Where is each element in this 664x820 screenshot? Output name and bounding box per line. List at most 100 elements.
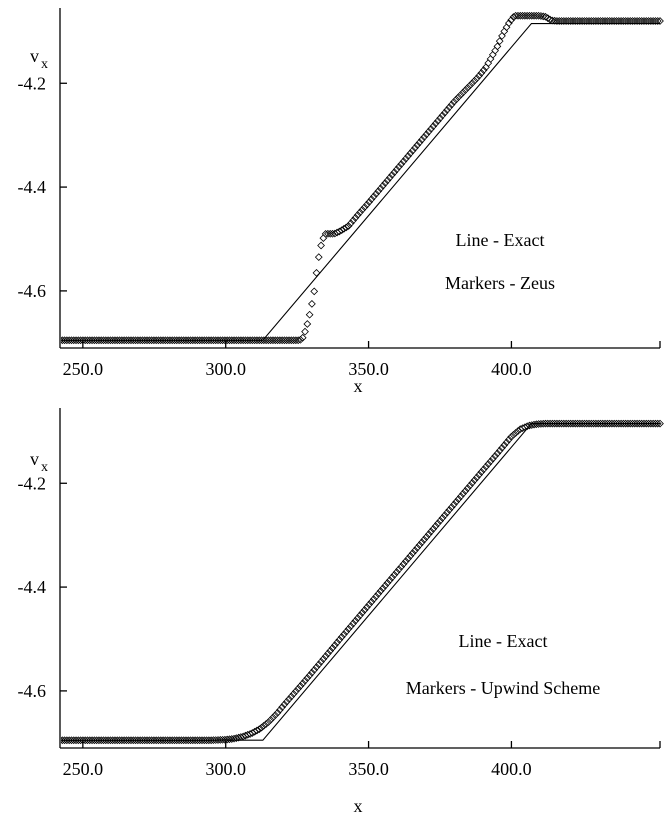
data-marker <box>417 135 426 144</box>
data-marker <box>456 492 465 501</box>
data-marker <box>310 666 319 674</box>
data-marker <box>401 557 410 566</box>
data-marker <box>280 336 289 345</box>
data-marker <box>445 103 454 112</box>
data-marker <box>436 114 445 122</box>
data-marker <box>278 703 287 712</box>
data-marker <box>429 122 438 131</box>
data-marker <box>475 71 483 80</box>
data-marker <box>495 37 504 46</box>
y-tick-label: -4.2 <box>18 73 47 93</box>
data-marker <box>227 735 236 743</box>
data-marker <box>303 320 312 328</box>
data-marker <box>230 734 238 743</box>
data-marker <box>392 165 401 174</box>
data-marker <box>401 154 410 163</box>
data-marker <box>340 224 348 233</box>
data-marker <box>539 12 548 21</box>
data-marker <box>298 333 307 342</box>
data-marker <box>308 668 316 677</box>
data-marker <box>523 11 532 20</box>
data-marker <box>527 11 536 20</box>
data-marker <box>287 692 296 701</box>
legend-annotation: Markers - Zeus <box>445 273 555 293</box>
x-tick-label: 250.0 <box>63 359 104 379</box>
data-marker <box>312 663 321 672</box>
data-marker <box>445 506 454 514</box>
data-marker <box>376 184 385 193</box>
data-marker <box>504 19 513 28</box>
data-marker <box>292 687 300 696</box>
data-marker <box>292 336 300 345</box>
data-marker <box>234 733 243 742</box>
data-marker <box>470 476 479 485</box>
data-marker <box>656 17 664 25</box>
data-marker <box>344 625 353 633</box>
data-marker <box>452 95 461 104</box>
data-marker <box>390 570 399 579</box>
y-axis-label: v <box>30 449 39 469</box>
data-marker <box>337 633 346 641</box>
data-marker <box>493 449 502 458</box>
data-marker <box>365 600 374 609</box>
data-marker <box>488 454 497 463</box>
x-tick-label: 400.0 <box>491 359 532 379</box>
data-marker <box>314 660 323 669</box>
data-marker <box>525 11 534 20</box>
data-marker <box>342 223 351 232</box>
data-marker <box>511 429 520 437</box>
data-marker <box>271 711 280 720</box>
data-marker <box>452 497 461 506</box>
data-marker <box>534 11 543 20</box>
y-tick-label: -4.6 <box>18 281 47 301</box>
data-marker <box>477 468 486 476</box>
data-marker <box>514 427 522 435</box>
data-marker <box>443 508 451 517</box>
data-marker <box>298 679 307 688</box>
data-marker <box>537 12 545 20</box>
data-marker <box>269 713 277 722</box>
data-marker <box>408 146 417 155</box>
legend-annotation: Line - Exact <box>456 230 545 250</box>
data-marker <box>296 682 305 690</box>
data-marker <box>367 195 376 204</box>
data-marker <box>356 611 364 620</box>
data-marker <box>653 419 662 428</box>
data-marker <box>500 441 509 449</box>
data-marker <box>509 13 518 21</box>
data-marker <box>346 622 355 631</box>
data-marker <box>308 299 316 308</box>
data-marker <box>321 652 330 661</box>
data-marker <box>349 216 357 225</box>
data-marker <box>468 478 477 487</box>
data-marker <box>395 162 403 171</box>
data-marker <box>466 481 474 490</box>
data-marker <box>328 229 337 238</box>
data-marker <box>463 83 472 92</box>
data-marker <box>351 616 360 625</box>
data-marker <box>319 234 328 242</box>
data-marker <box>516 11 525 20</box>
data-marker <box>264 336 273 345</box>
data-marker <box>454 495 463 503</box>
data-marker <box>344 222 353 230</box>
data-marker <box>353 614 362 622</box>
data-marker <box>440 108 449 117</box>
data-marker <box>454 93 463 102</box>
data-marker <box>427 527 435 536</box>
data-marker <box>328 644 337 652</box>
data-marker <box>518 11 527 20</box>
series-markers <box>61 11 664 345</box>
data-marker <box>656 419 664 428</box>
chart-panel-bottom: 250.0 300.0 350.0 400.0-4.2-4.4-4.6xv xLine … <box>18 408 664 816</box>
data-marker <box>273 336 282 345</box>
series-exact-line <box>61 23 660 341</box>
data-marker <box>468 79 477 87</box>
data-marker <box>385 173 394 182</box>
data-marker <box>420 535 428 544</box>
data-marker <box>379 584 387 593</box>
data-marker <box>363 603 371 612</box>
data-marker <box>312 269 321 277</box>
data-marker <box>532 11 541 20</box>
